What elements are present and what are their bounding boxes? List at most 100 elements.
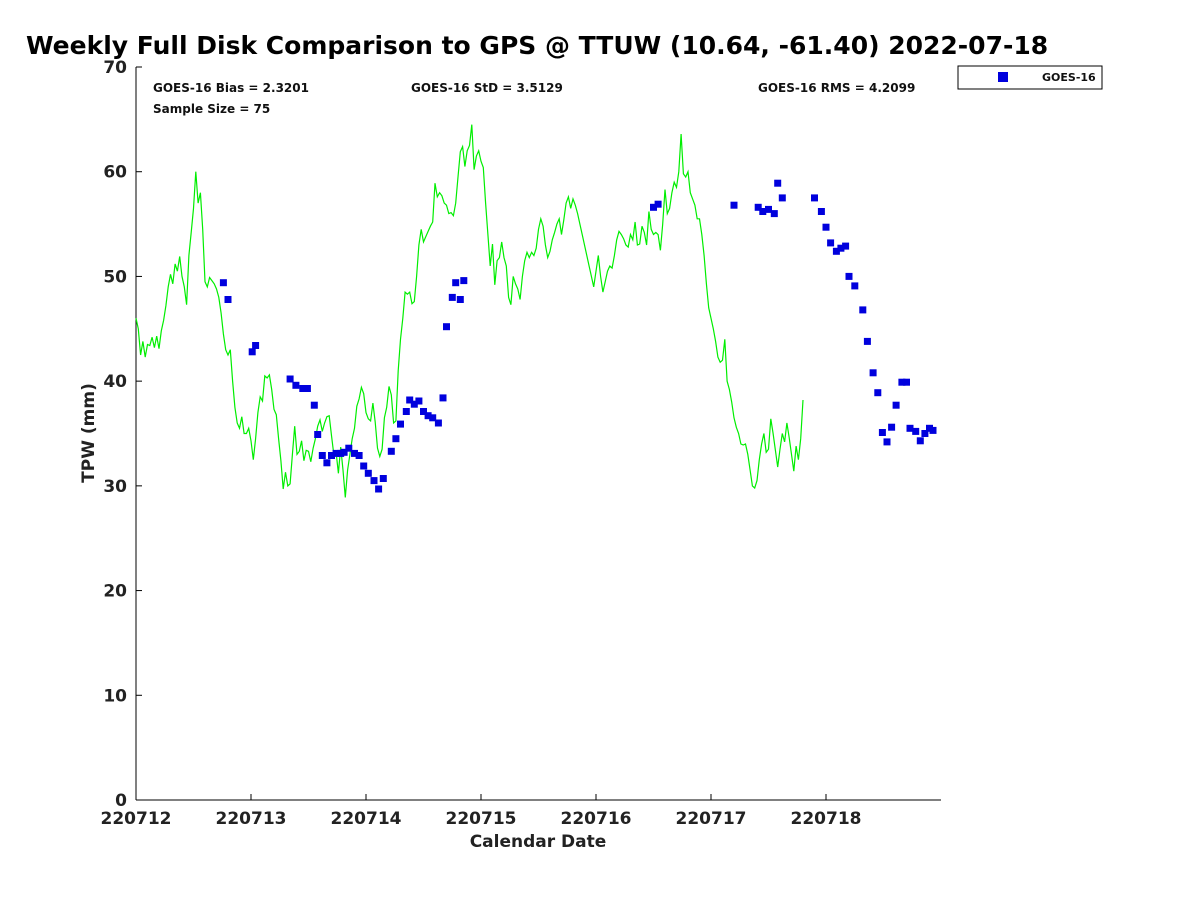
y-axis-label: TPW (mm): [79, 383, 99, 483]
goes16-point: [299, 385, 307, 392]
goes16-point: [888, 423, 896, 431]
goes16-point: [448, 293, 456, 301]
goes16-point: [379, 475, 387, 482]
goes16-point: [878, 429, 886, 436]
goes16-point: [730, 201, 738, 209]
legend-marker-goes16: [998, 72, 1008, 82]
goes16-point: [429, 414, 437, 422]
goes16-point: [355, 452, 363, 459]
goes16-point: [360, 462, 368, 470]
y-tick-label: 30: [103, 477, 127, 497]
goes16-point: [874, 389, 882, 397]
goes16-point: [654, 200, 662, 208]
goes16-point: [765, 205, 772, 213]
legend-label-goes16: GOES-16: [1042, 71, 1096, 84]
goes16-point: [351, 449, 358, 457]
x-ticks: 220712 220713 220714 220715 220716 220717 2207…: [101, 794, 862, 829]
gps-series-line: [135, 124, 804, 498]
goes16-point: [370, 477, 378, 485]
y-tick-label: 10: [103, 686, 127, 706]
rms-stat: GOES-16 RMS = 4.2099: [758, 81, 915, 95]
goes16-point: [323, 459, 331, 467]
goes16-point: [892, 401, 900, 409]
legend: GOES-16: [957, 65, 1103, 90]
goes16-point: [912, 427, 920, 435]
bias-stat: GOES-16 Bias = 2.3201: [153, 81, 309, 95]
y-tick-label: 50: [103, 267, 127, 287]
goes16-point: [434, 419, 442, 427]
goes16-point: [921, 430, 929, 437]
plot-area: 0 10 20 30 40 50 60 70 220712 220713 220714 220715…: [101, 58, 941, 829]
goes16-point: [318, 452, 326, 459]
goes16-point: [415, 397, 423, 405]
goes16-point: [345, 444, 353, 452]
goes16-point: [832, 247, 840, 255]
goes16-point: [822, 223, 830, 231]
goes16-point: [402, 408, 410, 415]
goes16-point: [224, 296, 232, 303]
goes16-point: [252, 342, 260, 349]
goes16-point: [778, 194, 786, 202]
goes16-point: [845, 272, 853, 280]
y-tick-label: 40: [103, 372, 127, 392]
goes16-point: [842, 242, 850, 250]
x-tick-label: 220716: [561, 809, 632, 829]
goes16-point: [420, 408, 427, 415]
goes16-point: [827, 239, 835, 247]
goes16-point: [851, 282, 859, 290]
goes16-point: [811, 194, 818, 202]
goes16-point: [332, 449, 340, 457]
goes16-point: [375, 485, 383, 493]
goes16-point: [397, 420, 404, 428]
goes16-point: [387, 447, 395, 455]
goes16-point: [292, 381, 300, 389]
goes16-point: [340, 448, 348, 456]
goes16-point: [754, 203, 762, 211]
y-tick-label: 60: [103, 163, 127, 183]
goes16-point: [770, 210, 778, 218]
goes16-point: [410, 400, 418, 408]
goes16-point: [424, 412, 432, 420]
goes16-point: [314, 431, 322, 438]
goes16-point: [219, 279, 227, 287]
x-tick-label: 220715: [446, 809, 517, 829]
goes16-point: [303, 385, 311, 392]
goes16-point: [863, 337, 871, 345]
y-tick-label: 70: [103, 58, 127, 78]
goes16-point: [439, 394, 447, 402]
x-tick-label: 220712: [101, 809, 172, 829]
goes16-point: [759, 208, 767, 215]
x-tick-label: 220717: [676, 809, 747, 829]
goes16-point: [452, 279, 460, 287]
goes16-point: [443, 323, 450, 331]
goes16-point: [392, 435, 400, 443]
goes16-point: [817, 208, 825, 215]
std-stat: GOES-16 StD = 3.5129: [411, 81, 563, 95]
goes16-point: [650, 203, 657, 211]
goes16-point: [460, 277, 468, 285]
legend-box: [957, 65, 1103, 90]
goes16-point: [328, 452, 335, 459]
goes16-point: [456, 296, 464, 303]
goes16-point: [906, 424, 914, 432]
goes16-point: [774, 179, 782, 187]
goes16-point: [310, 401, 318, 409]
x-tick-label: 220718: [791, 809, 862, 829]
goes16-point: [859, 306, 867, 314]
goes16-point: [248, 348, 256, 356]
goes16-point: [929, 426, 937, 434]
chart-title: Weekly Full Disk Comparison to GPS @ TTU…: [26, 31, 1048, 60]
goes16-point: [364, 469, 372, 477]
goes16-point: [837, 244, 845, 252]
x-tick-label: 220714: [331, 809, 402, 829]
goes16-point: [883, 438, 891, 446]
sample-size-stat: Sample Size = 75: [153, 102, 270, 116]
series-layer: [135, 124, 937, 498]
goes16-point: [286, 375, 294, 383]
y-tick-label: 20: [103, 582, 127, 602]
y-tick-label: 0: [115, 791, 127, 811]
x-axis-label: Calendar Date: [470, 832, 607, 852]
y-ticks: 0 10 20 30 40 50 60 70: [103, 58, 142, 811]
goes16-point: [406, 396, 414, 404]
goes16-point: [898, 378, 906, 386]
